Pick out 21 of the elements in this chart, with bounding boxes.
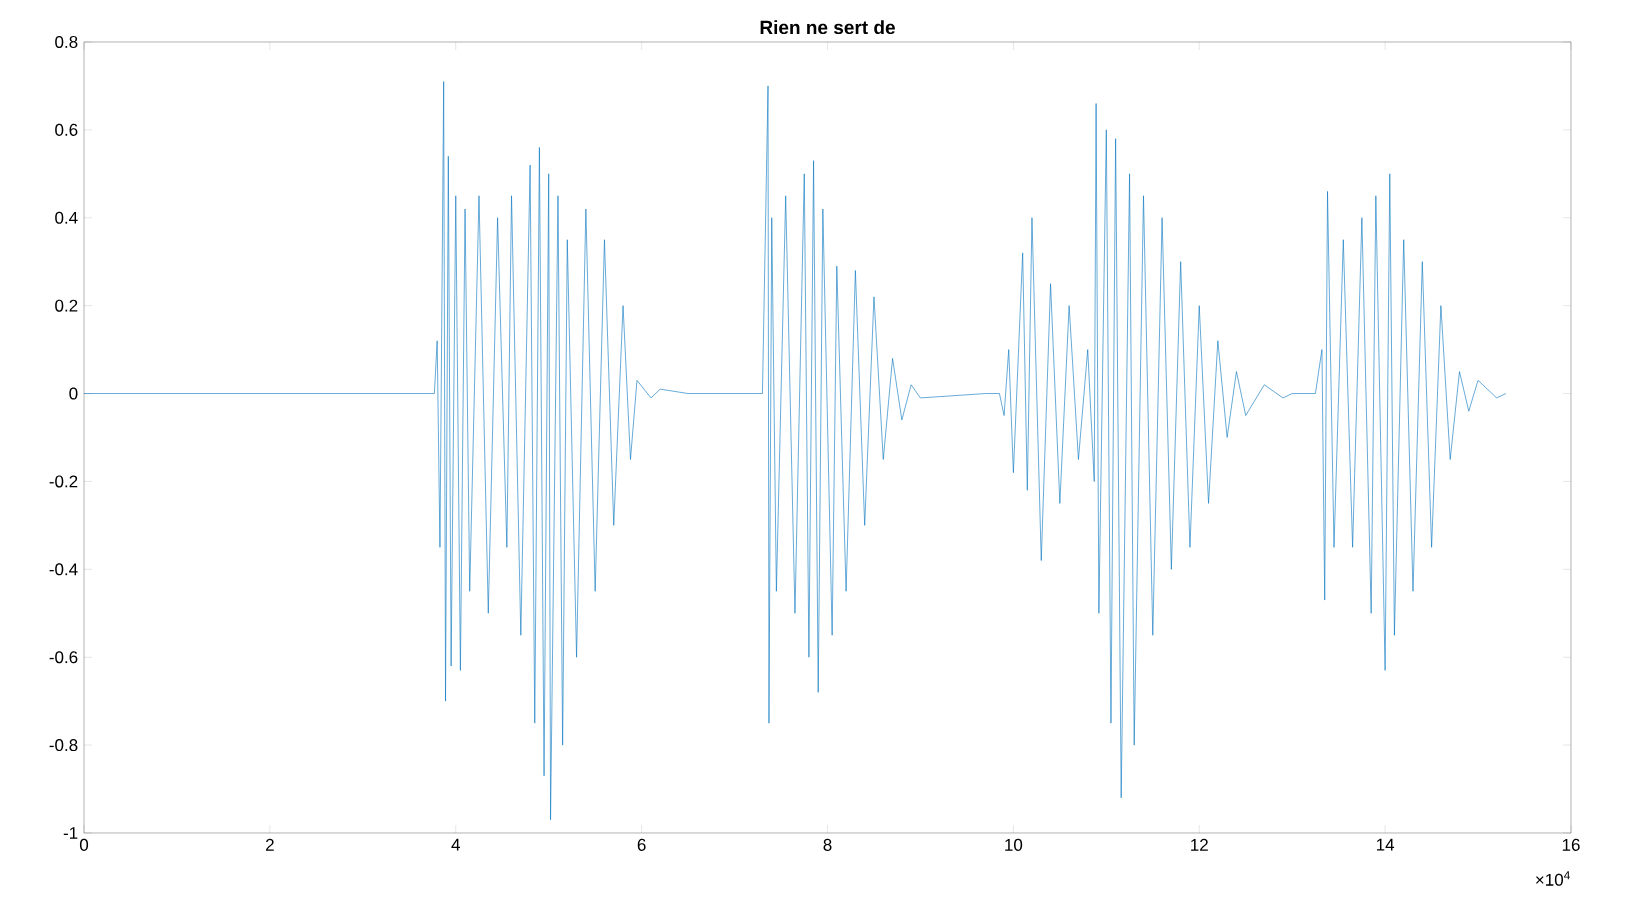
y-tick-label: -1 xyxy=(63,827,78,839)
y-tick-label: 0.2 xyxy=(55,299,78,312)
chart-title: Rien ne sert de xyxy=(760,20,895,35)
x-tick-label: 16 xyxy=(1562,838,1580,851)
x-tick-label: 10 xyxy=(1005,838,1023,851)
x-tick-label: 8 xyxy=(823,838,832,851)
x-tick-label: 0 xyxy=(79,838,89,851)
y-tick-label: -0.8 xyxy=(49,739,78,752)
x-tick-label: 12 xyxy=(1191,838,1208,851)
y-tick-label: -0.6 xyxy=(49,651,78,664)
text: ×10$^{4}$ xyxy=(1536,871,1570,886)
y-tick-label: 0.4 xyxy=(55,211,78,224)
y-tick-label: 0.8 xyxy=(55,35,78,49)
x-tick-label: 4 xyxy=(451,838,460,851)
y-tick-label: -0.2 xyxy=(49,475,78,488)
y-tick-label: -0.4 xyxy=(49,563,78,576)
x-tick-label: 6 xyxy=(637,838,646,851)
y-tick-label: 0.6 xyxy=(55,123,78,136)
x-tick-label: 14 xyxy=(1376,838,1395,851)
y-tick-label: 0 xyxy=(69,387,78,400)
x-tick-label: 2 xyxy=(266,838,274,851)
